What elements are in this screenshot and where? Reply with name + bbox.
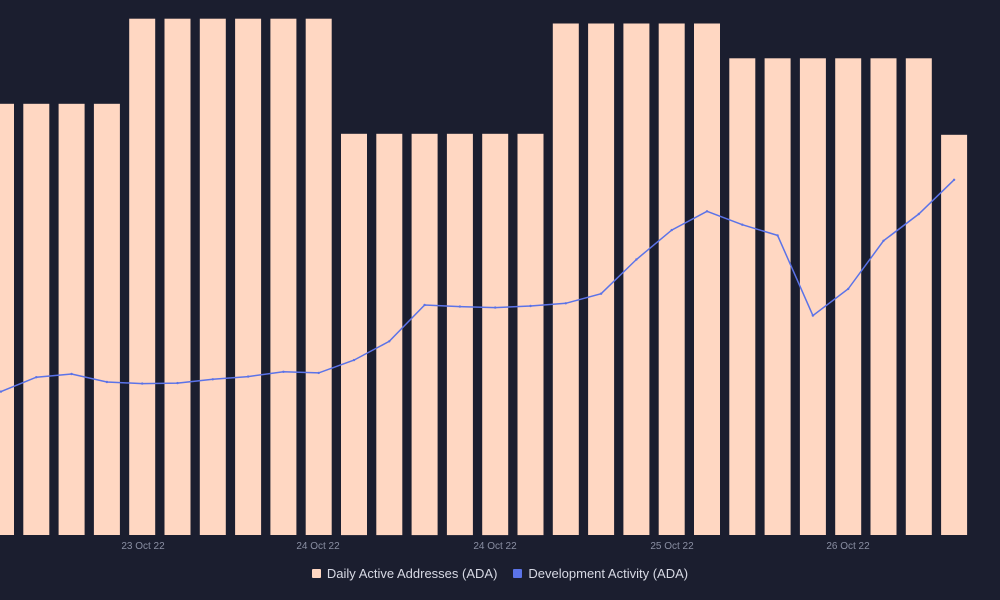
line-point-13[interactable] xyxy=(458,305,462,308)
bar-22[interactable] xyxy=(764,58,791,536)
bar-19[interactable] xyxy=(658,23,685,536)
bar-8[interactable] xyxy=(270,18,297,535)
legend: Daily Active Addresses (ADA) Development… xyxy=(0,566,1000,581)
bar-17[interactable] xyxy=(588,23,615,536)
bar-14[interactable] xyxy=(482,133,509,536)
line-point-18[interactable] xyxy=(635,258,638,261)
line-point-0[interactable] xyxy=(0,390,3,393)
bar-24[interactable] xyxy=(835,58,862,536)
line-point-20[interactable] xyxy=(705,210,709,213)
bar-1[interactable] xyxy=(23,103,50,536)
bar-4[interactable] xyxy=(129,18,156,535)
line-point-11[interactable] xyxy=(388,340,391,343)
x-tick-label-3: 25 Oct 22 xyxy=(650,541,694,552)
bar-15[interactable] xyxy=(517,133,544,536)
bar-18[interactable] xyxy=(623,23,650,536)
x-tick-label-4: 26 Oct 22 xyxy=(826,541,870,552)
line-point-14[interactable] xyxy=(494,306,497,309)
bar-26[interactable] xyxy=(905,58,932,536)
bar-7[interactable] xyxy=(235,18,262,535)
bar-9[interactable] xyxy=(305,18,332,535)
bar-25[interactable] xyxy=(870,58,897,536)
legend-item-development-activity[interactable]: Development Activity (ADA) xyxy=(513,566,688,581)
line-point-1[interactable] xyxy=(35,376,38,379)
line-point-23[interactable] xyxy=(811,314,815,317)
line-point-16[interactable] xyxy=(564,302,567,305)
development-activity-line[interactable] xyxy=(0,179,955,393)
line-point-4[interactable] xyxy=(141,382,144,385)
x-tick-label-2: 24 Oct 22 xyxy=(473,541,517,552)
bar-20[interactable] xyxy=(694,23,720,536)
line-point-17[interactable] xyxy=(599,292,603,295)
line-point-5[interactable] xyxy=(176,381,179,385)
bar-12[interactable] xyxy=(411,133,438,536)
bar-11[interactable] xyxy=(376,133,403,536)
legend-label-line: Development Activity (ADA) xyxy=(528,566,689,581)
line-point-10[interactable] xyxy=(352,358,356,362)
line-point-9[interactable] xyxy=(317,371,320,375)
legend-swatch-line xyxy=(513,569,523,578)
line-point-24[interactable] xyxy=(847,287,850,291)
bar-0[interactable] xyxy=(0,103,14,536)
line-point-19[interactable] xyxy=(670,228,673,232)
bar-21[interactable] xyxy=(729,58,756,536)
legend-label-bar: Daily Active Addresses (ADA) xyxy=(326,566,498,581)
line-point-26[interactable] xyxy=(917,212,920,216)
x-tick-label-0: 23 Oct 22 xyxy=(121,541,165,552)
line-point-21[interactable] xyxy=(741,223,744,226)
line-point-27[interactable] xyxy=(952,178,956,181)
bar-16[interactable] xyxy=(552,23,579,536)
bar-10[interactable] xyxy=(341,133,367,536)
bar-27[interactable] xyxy=(941,134,968,536)
bar-2[interactable] xyxy=(58,103,85,536)
bar-13[interactable] xyxy=(446,133,473,536)
line-point-2[interactable] xyxy=(70,372,73,376)
line-point-25[interactable] xyxy=(882,239,885,242)
line-point-22[interactable] xyxy=(776,234,779,237)
line-point-7[interactable] xyxy=(246,375,250,378)
line-point-8[interactable] xyxy=(282,370,285,373)
legend-item-daily-active-addresses[interactable]: Daily Active Addresses (ADA) xyxy=(311,566,498,581)
bar-6[interactable] xyxy=(199,18,226,535)
line-point-3[interactable] xyxy=(105,380,109,384)
line-point-6[interactable] xyxy=(211,378,214,381)
legend-swatch-bar xyxy=(311,569,321,578)
line-point-12[interactable] xyxy=(423,303,426,307)
x-tick-label-1: 24 Oct 22 xyxy=(296,541,340,552)
bar-5[interactable] xyxy=(164,18,191,535)
line-point-15[interactable] xyxy=(529,304,532,308)
bar-3[interactable] xyxy=(93,103,120,536)
